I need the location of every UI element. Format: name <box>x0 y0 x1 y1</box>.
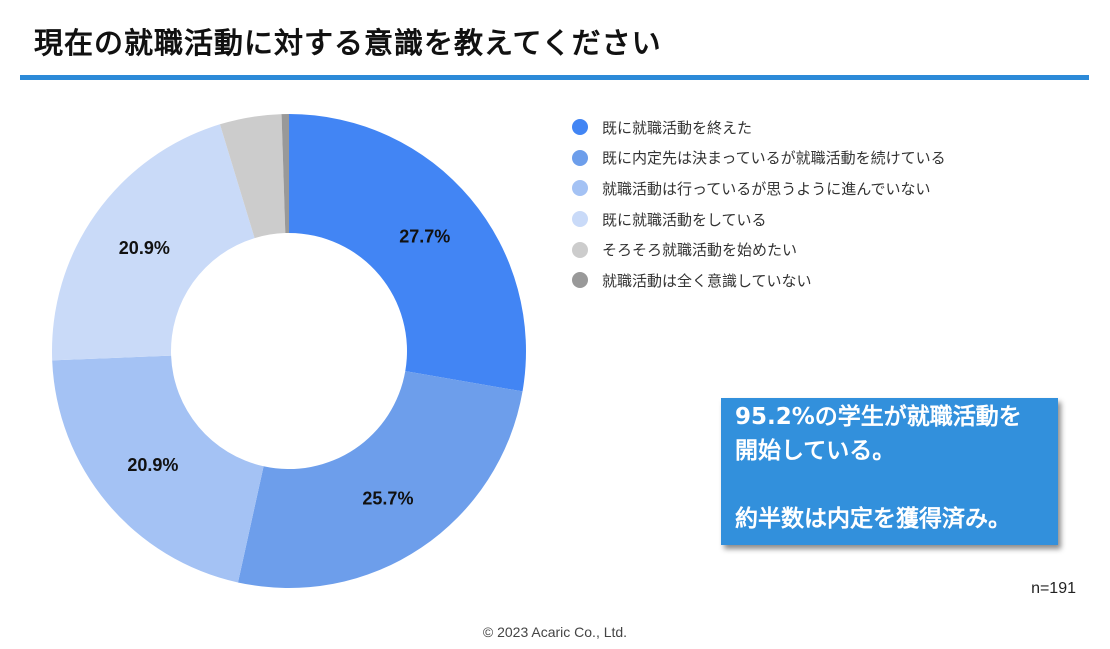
legend-item: 既に就職活動をしている <box>572 204 946 235</box>
legend-item: そろそろ就職活動を始めたい <box>572 234 946 265</box>
legend-label: そろそろ就職活動を始めたい <box>602 241 798 260</box>
donut-slice <box>52 355 264 583</box>
legend-swatch-icon <box>572 149 588 166</box>
legend-label: 就職活動は全く意識していない <box>602 271 812 290</box>
page-title: 現在の就職活動に対する意識を教えてください <box>34 26 662 60</box>
legend-swatch-icon <box>572 180 588 197</box>
slice-value-label: 27.7% <box>399 227 450 247</box>
legend-label: 既に就職活動を終えた <box>602 118 753 137</box>
legend-item: 就職活動は全く意識していない <box>572 265 946 296</box>
callout-line-2: 開始している。 <box>735 438 896 464</box>
legend-item: 既に内定先は決まっているが就職活動を続けている <box>572 143 946 174</box>
slice-value-label: 25.7% <box>362 488 413 508</box>
donut-slice <box>289 114 526 392</box>
callout-line-3: 約半数は内定を獲得済み。 <box>735 506 1011 532</box>
legend-label: 既に内定先は決まっているが就職活動を続けている <box>602 149 946 168</box>
donut-slice <box>51 124 255 361</box>
donut-slice <box>237 371 523 588</box>
donut-chart: 27.7% 25.7% 20.9% 20.9% <box>51 114 526 588</box>
chart-legend: 既に就職活動を終えた既に内定先は決まっているが就職活動を続けている 就職活動は行っ… <box>572 112 946 296</box>
legend-label: 就職活動は行っているが思うように進んでいない <box>602 179 931 198</box>
title-divider <box>20 75 1089 80</box>
donut-slice <box>281 114 289 234</box>
legend-swatch-icon <box>572 241 588 258</box>
callout-line-1: 95.2%の学生が就職活動を <box>735 404 1022 430</box>
legend-swatch-icon <box>572 119 588 136</box>
legend-label: 既に就職活動をしている <box>602 210 767 229</box>
legend-swatch-icon <box>572 211 588 228</box>
donut-slice <box>219 114 286 239</box>
legend-item: 既に就職活動を終えた <box>572 112 946 143</box>
sample-size: n=191 <box>1031 580 1076 597</box>
legend-item: 就職活動は行っているが思うように進んでいない <box>572 173 946 204</box>
summary-callout: 95.2%の学生が就職活動を 開始している。 約半数は内定を獲得済み。 <box>721 398 1058 545</box>
slice-value-label: 20.9% <box>119 238 170 258</box>
legend-swatch-icon <box>572 272 588 289</box>
slice-value-label: 20.9% <box>127 455 178 475</box>
copyright-footer: © 2023 Acaric Co., Ltd. <box>482 624 628 640</box>
